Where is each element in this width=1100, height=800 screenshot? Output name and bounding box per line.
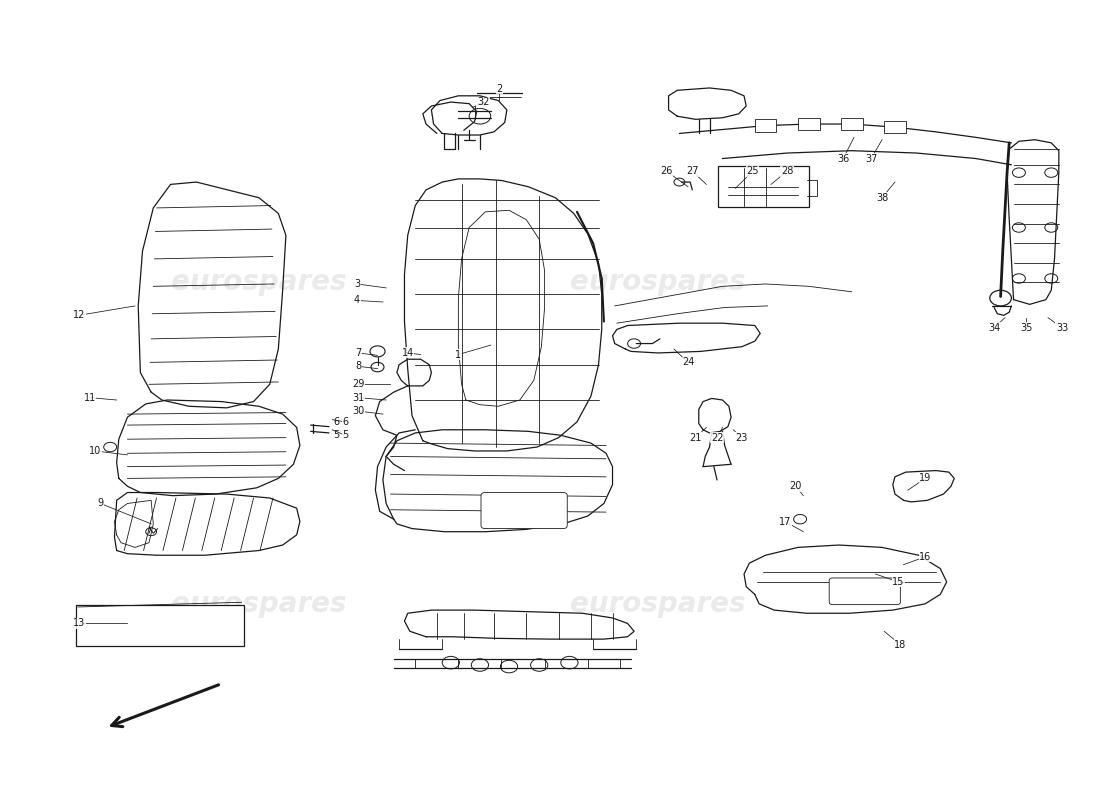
FancyBboxPatch shape	[829, 578, 900, 605]
Text: 24: 24	[682, 358, 694, 367]
Text: 13: 13	[73, 618, 85, 629]
Text: 29: 29	[352, 379, 364, 390]
Text: 4: 4	[354, 295, 360, 306]
Text: 33: 33	[1056, 323, 1068, 333]
Text: 35: 35	[1021, 323, 1033, 333]
Text: 30: 30	[352, 406, 364, 416]
Text: 26: 26	[660, 166, 672, 176]
Text: 27: 27	[686, 166, 698, 176]
Text: eurospares: eurospares	[172, 268, 346, 296]
Text: 19: 19	[918, 474, 932, 483]
FancyBboxPatch shape	[718, 166, 808, 207]
Text: 28: 28	[781, 166, 793, 176]
Text: 21: 21	[690, 433, 702, 442]
Text: 11: 11	[84, 393, 96, 402]
Text: 36: 36	[837, 154, 849, 163]
Text: 12: 12	[73, 310, 85, 320]
Text: 5: 5	[333, 430, 340, 440]
Text: eurospares: eurospares	[570, 268, 746, 296]
Text: 22: 22	[711, 433, 724, 442]
Text: eurospares: eurospares	[172, 590, 346, 618]
Text: 5: 5	[342, 430, 349, 440]
Text: 6: 6	[333, 417, 340, 427]
FancyBboxPatch shape	[76, 606, 244, 646]
FancyBboxPatch shape	[842, 118, 862, 130]
Text: 7: 7	[355, 348, 361, 358]
FancyBboxPatch shape	[798, 118, 820, 130]
FancyBboxPatch shape	[755, 119, 777, 132]
Text: 20: 20	[790, 482, 802, 491]
Text: 23: 23	[736, 433, 748, 442]
FancyBboxPatch shape	[481, 493, 568, 529]
Text: 37: 37	[865, 154, 878, 163]
Text: 8: 8	[355, 362, 361, 371]
Text: eurospares: eurospares	[570, 590, 746, 618]
Text: 14: 14	[402, 348, 414, 358]
Text: 17: 17	[779, 517, 791, 526]
Text: 10: 10	[89, 446, 101, 456]
Text: 9: 9	[98, 498, 103, 509]
Text: 34: 34	[988, 323, 1000, 333]
Text: 2: 2	[496, 84, 503, 94]
Text: 3: 3	[354, 279, 360, 289]
Text: 15: 15	[892, 577, 904, 587]
Text: 18: 18	[894, 640, 906, 650]
Text: 38: 38	[876, 193, 888, 202]
Text: 25: 25	[747, 166, 759, 176]
Text: 6: 6	[342, 417, 349, 427]
Text: 31: 31	[352, 393, 364, 402]
Text: 32: 32	[477, 97, 490, 107]
Text: 16: 16	[918, 552, 932, 562]
FancyBboxPatch shape	[884, 121, 905, 134]
Text: 1: 1	[455, 350, 461, 359]
